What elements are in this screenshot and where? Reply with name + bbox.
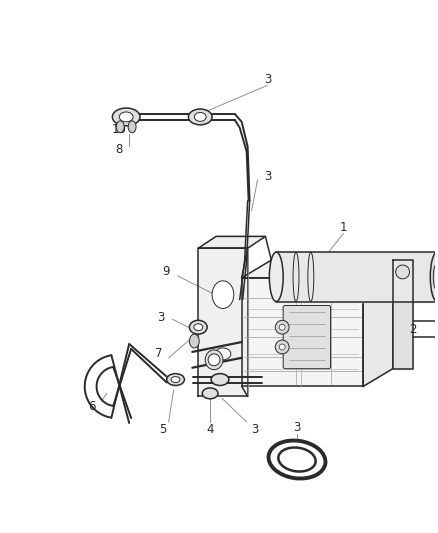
Polygon shape: [276, 252, 437, 302]
Circle shape: [275, 340, 289, 354]
Circle shape: [208, 354, 220, 366]
Ellipse shape: [205, 350, 223, 370]
Text: 3: 3: [264, 169, 271, 183]
FancyBboxPatch shape: [283, 305, 331, 369]
Text: 7: 7: [155, 348, 162, 360]
Ellipse shape: [215, 348, 231, 360]
Text: 5: 5: [159, 423, 166, 437]
Polygon shape: [393, 260, 413, 369]
Ellipse shape: [113, 108, 140, 126]
Ellipse shape: [194, 324, 203, 330]
Text: 3: 3: [251, 423, 258, 437]
Ellipse shape: [194, 112, 206, 122]
Ellipse shape: [430, 252, 438, 302]
Text: 3: 3: [157, 311, 164, 324]
Ellipse shape: [212, 281, 234, 309]
Circle shape: [279, 344, 285, 350]
Polygon shape: [242, 260, 393, 278]
Ellipse shape: [278, 448, 316, 472]
Text: 1: 1: [339, 221, 347, 234]
Circle shape: [275, 320, 289, 334]
Ellipse shape: [117, 121, 124, 133]
Polygon shape: [198, 237, 265, 248]
Polygon shape: [198, 248, 247, 397]
Text: 4: 4: [206, 423, 214, 437]
Text: 8: 8: [116, 143, 123, 156]
Circle shape: [396, 265, 410, 279]
Ellipse shape: [189, 334, 199, 348]
Text: 3: 3: [264, 73, 271, 86]
Text: 6: 6: [88, 400, 95, 413]
Text: 10: 10: [112, 123, 127, 136]
Polygon shape: [242, 278, 363, 386]
Ellipse shape: [128, 121, 136, 133]
Text: 9: 9: [162, 265, 170, 278]
Ellipse shape: [211, 374, 229, 385]
Ellipse shape: [188, 109, 212, 125]
Ellipse shape: [269, 252, 283, 302]
Ellipse shape: [433, 263, 438, 290]
Polygon shape: [363, 260, 393, 386]
Circle shape: [279, 324, 285, 330]
Text: 3: 3: [293, 422, 300, 434]
Ellipse shape: [202, 388, 218, 399]
Text: 2: 2: [409, 322, 416, 336]
Ellipse shape: [119, 112, 133, 122]
Ellipse shape: [268, 440, 325, 479]
Ellipse shape: [171, 377, 180, 383]
Ellipse shape: [189, 320, 207, 334]
Ellipse shape: [167, 374, 184, 385]
